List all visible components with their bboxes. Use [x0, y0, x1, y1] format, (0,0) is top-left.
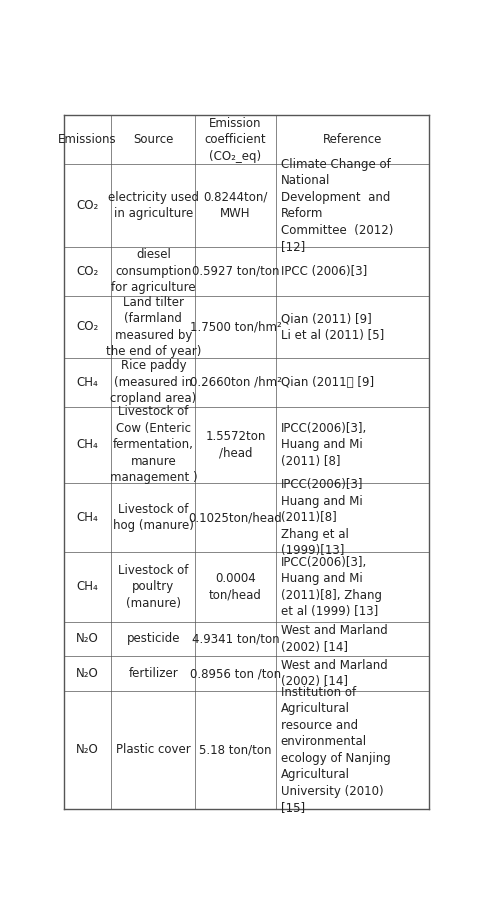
- Text: Land tilter
(farmland
measured by
the end of year): Land tilter (farmland measured by the en…: [106, 296, 201, 358]
- Text: CH₄: CH₄: [77, 580, 98, 593]
- Text: IPCC(2006)[3],
Huang and Mi
(2011) [8]: IPCC(2006)[3], Huang and Mi (2011) [8]: [280, 422, 366, 468]
- Text: CH₄: CH₄: [77, 376, 98, 389]
- Text: IPCC(2006)[3]
Huang and Mi
(2011)[8]
Zhang et al
(1999)[13]: IPCC(2006)[3] Huang and Mi (2011)[8] Zha…: [280, 478, 362, 557]
- Text: 0.2660ton /hm²: 0.2660ton /hm²: [189, 376, 281, 389]
- Text: N₂O: N₂O: [76, 632, 99, 645]
- Text: CO₂: CO₂: [76, 265, 98, 278]
- Text: Source: Source: [133, 134, 173, 146]
- Text: Livestock of
Cow (Enteric
fermentation,
manure
management ): Livestock of Cow (Enteric fermentation, …: [109, 405, 197, 484]
- Text: Emission
coefficient
(CO₂_eq): Emission coefficient (CO₂_eq): [204, 117, 266, 163]
- Text: IPCC(2006)[3],
Huang and Mi
(2011)[8], Zhang
et al (1999) [13]: IPCC(2006)[3], Huang and Mi (2011)[8], Z…: [280, 555, 381, 619]
- Text: 0.8244ton/
MWH: 0.8244ton/ MWH: [203, 191, 267, 221]
- Text: Livestock of
poultry
(manure): Livestock of poultry (manure): [118, 564, 188, 610]
- Text: 1.7500 ton/hm²: 1.7500 ton/hm²: [189, 320, 281, 333]
- Text: CO₂: CO₂: [76, 199, 98, 212]
- Text: 1.5572ton
/head: 1.5572ton /head: [205, 430, 265, 459]
- Text: Institution of
Agricultural
resource and
environmental
ecology of Nanjing
Agricu: Institution of Agricultural resource and…: [280, 685, 390, 814]
- Text: 0.1025ton/head: 0.1025ton/head: [188, 511, 282, 524]
- Text: Reference: Reference: [322, 134, 381, 146]
- Text: 5.18 ton/ton: 5.18 ton/ton: [199, 743, 271, 757]
- Text: pesticide: pesticide: [126, 632, 180, 645]
- Text: Qian (2011) [9]
Li et al (2011) [5]: Qian (2011) [9] Li et al (2011) [5]: [280, 312, 383, 341]
- Text: West and Marland
(2002) [14]: West and Marland (2002) [14]: [280, 624, 386, 653]
- Text: West and Marland
(2002) [14]: West and Marland (2002) [14]: [280, 659, 386, 688]
- Text: Rice paddy
(measured in
cropland area): Rice paddy (measured in cropland area): [110, 360, 196, 405]
- Text: IPCC (2006)[3]: IPCC (2006)[3]: [280, 265, 366, 278]
- Text: Emissions: Emissions: [58, 134, 117, 146]
- Text: Plastic cover: Plastic cover: [116, 743, 191, 757]
- Text: 0.0004
ton/head: 0.0004 ton/head: [209, 572, 262, 602]
- Text: electricity used
in agriculture: electricity used in agriculture: [108, 191, 198, 221]
- Text: fertilizer: fertilizer: [128, 667, 178, 680]
- Text: diesel
consumption
for agriculture: diesel consumption for agriculture: [111, 249, 195, 295]
- Text: Qian (2011） [9]: Qian (2011） [9]: [280, 376, 373, 389]
- Text: Livestock of
hog (manure): Livestock of hog (manure): [113, 502, 193, 533]
- Text: N₂O: N₂O: [76, 743, 99, 757]
- Text: CH₄: CH₄: [77, 511, 98, 524]
- Text: N₂O: N₂O: [76, 667, 99, 680]
- Text: 0.8956 ton /ton: 0.8956 ton /ton: [190, 667, 280, 680]
- Text: CO₂: CO₂: [76, 320, 98, 333]
- Text: CH₄: CH₄: [77, 438, 98, 451]
- Text: Climate Change of
National
Development  and
Reform
Committee  (2012)
[12]: Climate Change of National Development a…: [280, 157, 392, 253]
- Text: 0.5927 ton/ton: 0.5927 ton/ton: [192, 265, 279, 278]
- Text: 4.9341 ton/ton: 4.9341 ton/ton: [192, 632, 279, 645]
